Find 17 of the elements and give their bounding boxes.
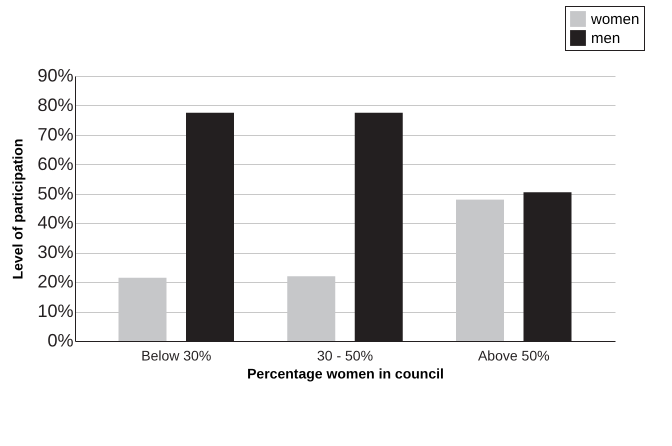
y-tick-label: 20% [37, 272, 74, 292]
y-tick-label: 50% [37, 183, 74, 204]
y-tick-label: 70% [37, 124, 74, 144]
legend-label: men [591, 30, 620, 47]
x-tick-label: 30 - 50% [316, 348, 374, 364]
y-tick-label: 30% [37, 242, 74, 262]
y-tick-label: 60% [37, 154, 74, 174]
y-tick-label: 90% [37, 66, 74, 86]
y-tick-label: 40% [37, 212, 74, 233]
x-axis-title: Percentage women in council [247, 366, 444, 382]
y-tick-label: 10% [37, 301, 74, 322]
x-tick-label: Below 30% [141, 348, 212, 364]
x-tick-label: Above 50% [478, 348, 550, 364]
legend-label: women [590, 11, 640, 28]
y-axis-title: Level of participation [9, 138, 26, 280]
y-tick-label: 80% [37, 94, 74, 115]
y-tick-label: 0% [47, 330, 74, 350]
